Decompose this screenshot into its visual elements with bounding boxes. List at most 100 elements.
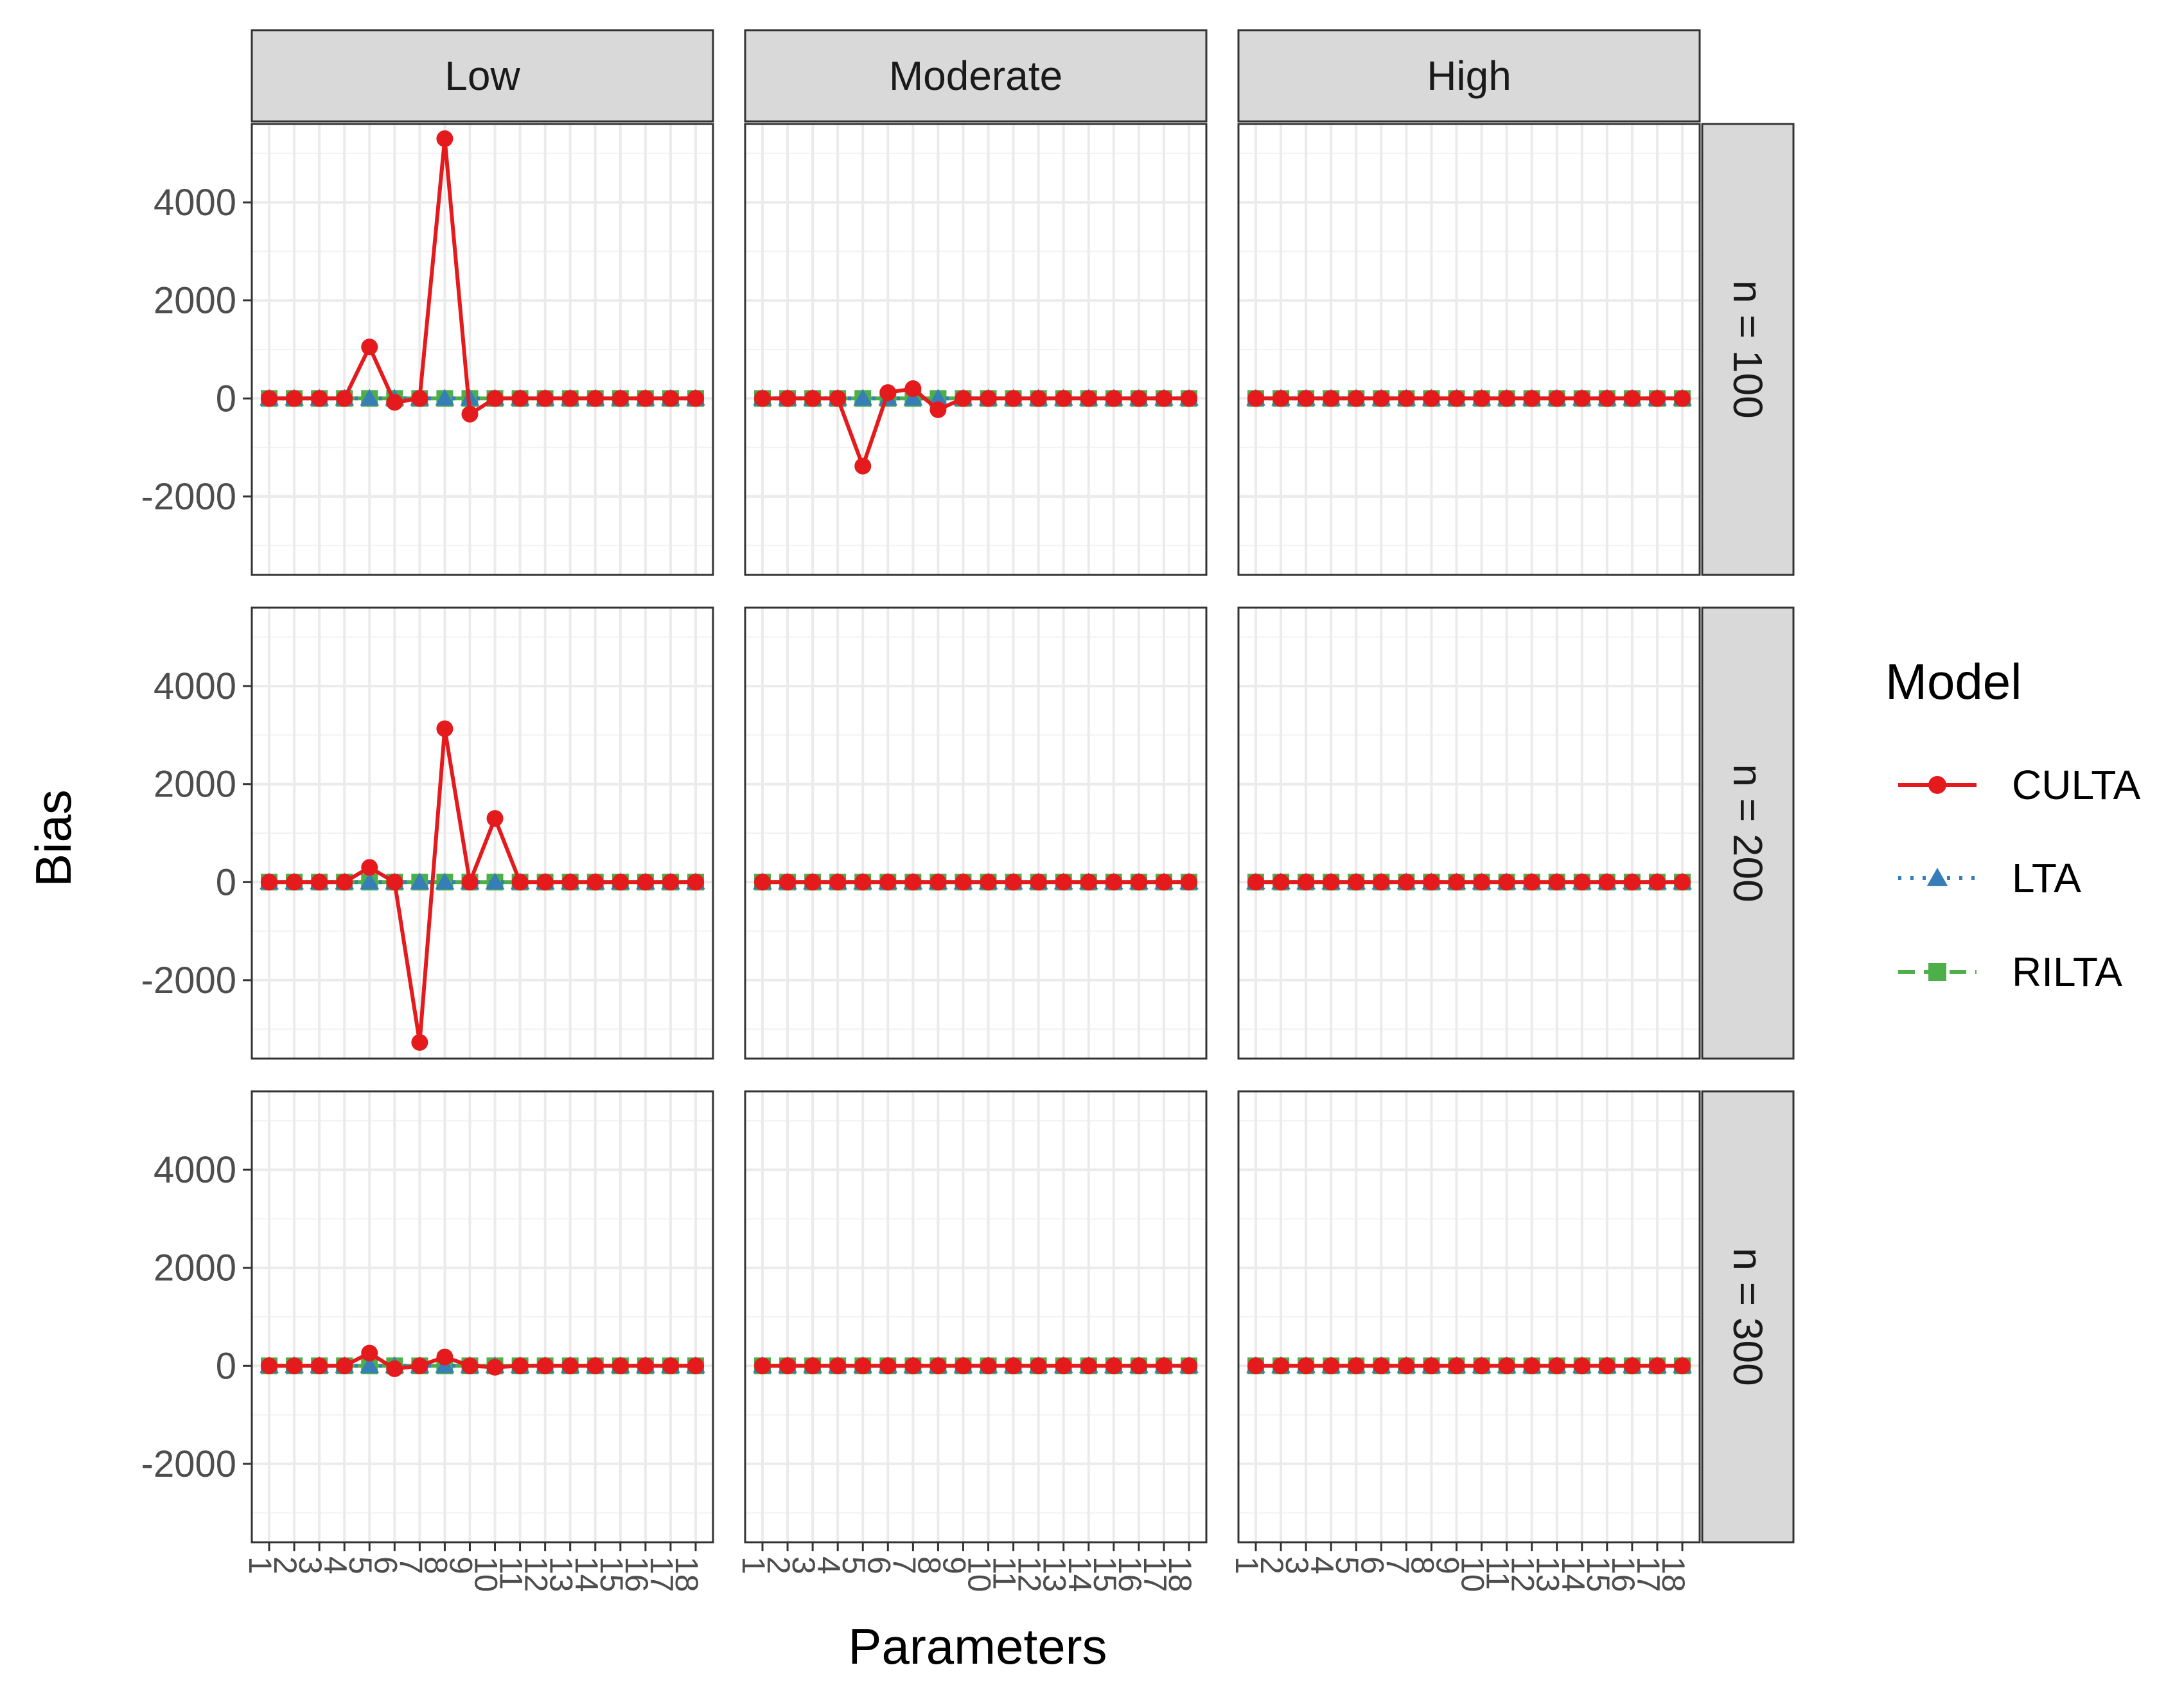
data-point-culta: [486, 810, 504, 827]
data-point-culta: [1155, 1357, 1172, 1375]
data-point-culta: [461, 405, 479, 423]
column-strip-label: Moderate: [889, 53, 1062, 99]
data-point-culta: [1030, 874, 1047, 891]
x-tick-label: 2: [761, 1556, 797, 1574]
data-point-culta: [929, 874, 947, 891]
data-point-culta: [829, 874, 847, 891]
x-tick-label: 18: [1655, 1556, 1691, 1592]
data-point-culta: [980, 390, 997, 407]
x-tick-label: 1: [735, 1556, 771, 1574]
data-point-culta: [1080, 874, 1097, 891]
data-point-culta: [1573, 390, 1590, 407]
x-tick-label: 16: [1605, 1556, 1641, 1592]
data-point-culta: [687, 874, 704, 891]
x-tick-label: 6: [1354, 1556, 1390, 1574]
data-point-culta: [1005, 874, 1022, 891]
x-tick-label: 14: [1062, 1556, 1098, 1592]
data-point-culta: [1105, 390, 1122, 407]
data-point-culta: [1473, 390, 1490, 407]
x-axis-title: Parameters: [848, 1618, 1107, 1675]
data-point-culta: [1323, 874, 1340, 891]
data-point-culta: [929, 401, 947, 418]
data-point-culta: [1674, 874, 1691, 891]
data-point-culta: [1423, 390, 1440, 407]
data-point-culta: [361, 859, 378, 876]
data-point-culta: [1623, 874, 1641, 891]
data-point-culta: [1105, 874, 1122, 891]
x-tick-label: 8: [1404, 1556, 1440, 1574]
panel-border: [251, 1090, 714, 1544]
legend-label-lta: LTA: [2012, 855, 2081, 901]
y-tick-label: 0: [216, 378, 236, 419]
y-tick-label: 0: [216, 861, 236, 903]
x-tick-label: 18: [669, 1556, 705, 1592]
legend-label-culta: CULTA: [2012, 762, 2141, 808]
data-point-culta: [955, 390, 972, 407]
data-point-culta: [879, 384, 897, 401]
data-point-culta: [754, 1357, 771, 1375]
data-point-culta: [1080, 1357, 1097, 1375]
legend-key-marker: [1928, 776, 1946, 794]
panel-1-2: [744, 123, 1208, 576]
data-point-culta: [311, 390, 328, 407]
x-tick-label: 17: [1137, 1556, 1173, 1592]
x-tick-label: 1: [242, 1556, 278, 1574]
legend-key-marker: [1926, 867, 1948, 886]
y-tick-label: 4000: [154, 182, 236, 224]
row-strip-3: [1701, 1090, 1795, 1544]
panel-border: [1237, 123, 1701, 576]
data-point-culta: [1055, 1357, 1072, 1375]
data-point-culta: [637, 390, 654, 407]
data-point-culta: [612, 874, 629, 891]
x-tick-label: 2: [267, 1556, 303, 1574]
data-point-culta: [1398, 1357, 1415, 1375]
data-point-culta: [955, 1357, 972, 1375]
data-point-culta: [854, 457, 872, 475]
panel-3-2: [744, 1090, 1208, 1544]
column-strip-2: [744, 29, 1208, 123]
row-strip-label: n = 300: [1725, 1247, 1771, 1386]
data-point-culta: [662, 390, 679, 407]
data-point-culta: [1448, 390, 1465, 407]
data-point-culta: [336, 390, 353, 407]
data-point-culta: [1473, 874, 1490, 891]
x-tick-label: 3: [1279, 1556, 1315, 1574]
data-point-lta: [360, 1356, 380, 1373]
data-point-culta: [286, 1357, 303, 1375]
x-tick-label: 5: [1329, 1556, 1365, 1574]
data-point-culta: [536, 1357, 554, 1375]
data-point-culta: [1398, 390, 1415, 407]
x-tick-label: 11: [987, 1556, 1023, 1590]
x-tick-label: 15: [1087, 1556, 1123, 1592]
data-point-lta: [485, 872, 505, 890]
data-point-culta: [411, 1034, 428, 1051]
x-tick-label: 15: [1580, 1556, 1616, 1592]
x-tick-label: 1: [1229, 1556, 1265, 1574]
data-point-culta: [1498, 390, 1515, 407]
data-point-culta: [461, 1357, 479, 1375]
data-point-culta: [511, 874, 529, 891]
data-point-culta: [1247, 874, 1264, 891]
data-point-culta: [1523, 1357, 1540, 1375]
y-tick-label: -2000: [141, 960, 236, 1001]
data-point-culta: [1423, 1357, 1440, 1375]
data-point-culta: [829, 1357, 847, 1375]
data-point-culta: [1005, 390, 1022, 407]
data-point-culta: [904, 874, 922, 891]
data-point-culta: [1373, 390, 1390, 407]
data-point-culta: [1298, 1357, 1315, 1375]
y-tick-label: -2000: [141, 1443, 236, 1485]
x-tick-label: 6: [367, 1556, 403, 1574]
panel-2-2: [744, 606, 1208, 1060]
x-tick-label: 5: [342, 1556, 378, 1574]
x-tick-label: 16: [619, 1556, 655, 1592]
data-point-culta: [779, 390, 797, 407]
data-point-culta: [1273, 1357, 1290, 1375]
data-point-culta: [1298, 874, 1315, 891]
data-point-culta: [1181, 874, 1197, 891]
x-tick-label: 18: [1162, 1556, 1198, 1592]
column-strip-1: [251, 29, 714, 123]
data-point-culta: [1498, 1357, 1515, 1375]
data-point-culta: [879, 874, 897, 891]
